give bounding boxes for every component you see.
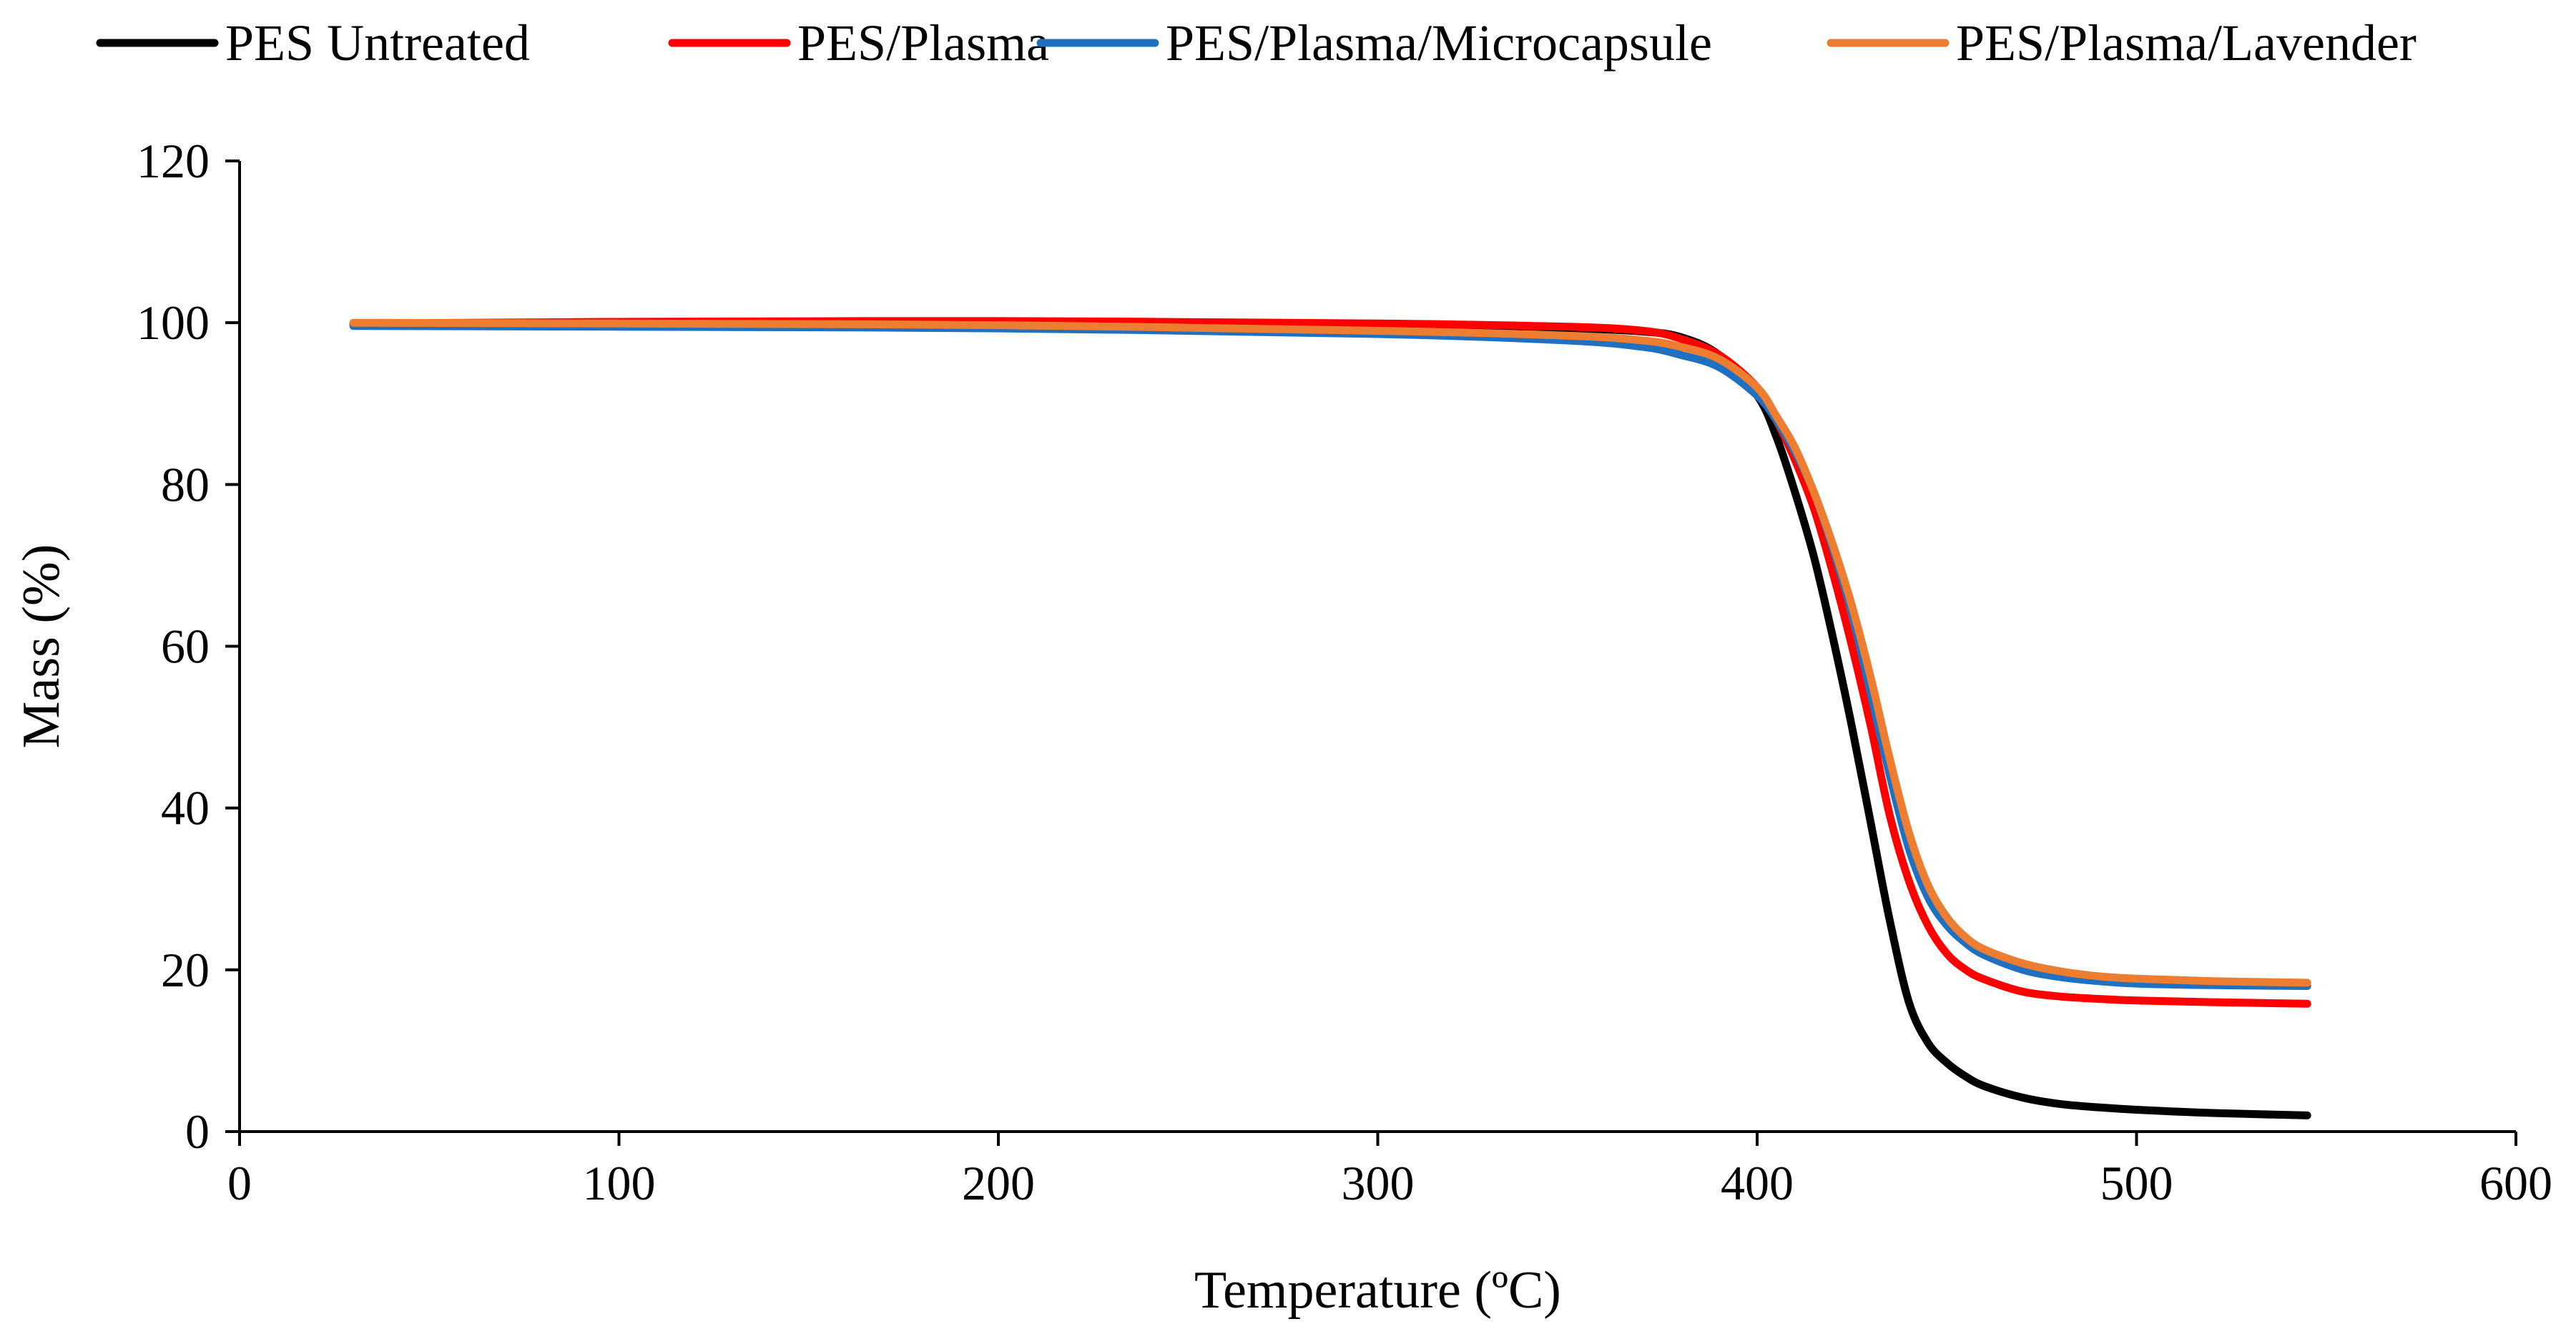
y-ticks: 0 20 40 60 80 100 120 <box>137 134 240 1159</box>
x-tick-label: 100 <box>583 1156 656 1210</box>
x-ticks: 0 100 200 300 400 500 600 <box>227 1132 2552 1210</box>
x-tick-label: 300 <box>1342 1156 1415 1210</box>
x-tick-label: 400 <box>1721 1156 1794 1210</box>
legend-label: PES/Plasma/Lavender <box>1956 14 2417 72</box>
x-tick-label: 0 <box>227 1156 252 1210</box>
y-tick-label: 100 <box>137 295 210 350</box>
series-layer <box>349 317 2311 1119</box>
y-tick-label: 80 <box>161 457 210 511</box>
legend-label: PES Untreated <box>225 14 530 72</box>
legend-item-pes-untreated: PES Untreated <box>96 14 530 72</box>
y-tick-label: 120 <box>137 134 210 188</box>
x-tick-label: 200 <box>962 1156 1035 1210</box>
y-tick-label: 60 <box>161 619 210 674</box>
series-line-pes-plasma-lavender <box>349 318 2311 987</box>
legend: PES Untreated PES/Plasma PES/Plasma/Microc… <box>96 14 2417 72</box>
x-axis-title: Temperature (ºC) <box>1194 1261 1561 1320</box>
x-tick-label: 600 <box>2479 1156 2552 1210</box>
y-tick-label: 20 <box>161 943 210 997</box>
y-tick-label: 0 <box>185 1104 210 1159</box>
legend-item-pes-plasma: PES/Plasma <box>668 14 1049 72</box>
x-tick-label: 500 <box>2100 1156 2173 1210</box>
series-line-pes-untreated <box>349 319 2311 1119</box>
legend-item-pes-plasma-lavender: PES/Plasma/Lavender <box>1827 14 2417 72</box>
legend-label: PES/Plasma <box>797 14 1049 72</box>
y-tick-label: 40 <box>161 781 210 835</box>
series-line-pes-plasma-microcapsule <box>349 322 2311 990</box>
series-line-pes-plasma <box>349 317 2311 1008</box>
legend-item-pes-plasma-microcapsule: PES/Plasma/Microcapsule <box>1036 14 1712 72</box>
y-axis-title: Mass (%) <box>12 544 71 749</box>
legend-label: PES/Plasma/Microcapsule <box>1166 14 1712 72</box>
